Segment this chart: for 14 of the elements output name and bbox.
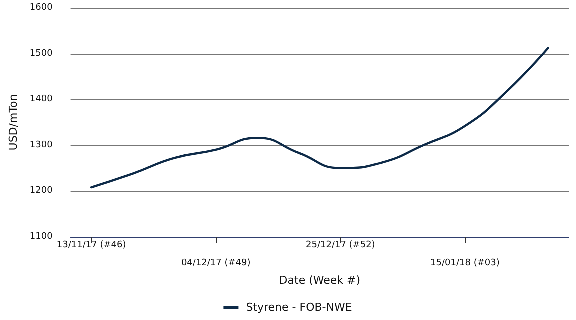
line-series [90, 47, 550, 189]
y-axis-title: USD/mTon [7, 94, 20, 151]
y-tick-label: 1200 [30, 186, 54, 196]
x-axis-title: Date (Week #) [279, 274, 361, 287]
x-tick-label: 15/01/18 (#03) [430, 258, 500, 268]
y-tick-label: 1100 [30, 232, 54, 242]
x-tick-label: 25/12/17 (#52) [306, 240, 376, 250]
y-tick-label: 1500 [30, 48, 54, 59]
y-tick-label: 1300 [30, 140, 54, 150]
y-tick-label: 1400 [30, 94, 54, 105]
x-tick-label: 04/12/17 (#49) [181, 258, 251, 268]
y-tick-label: 1600 [30, 3, 54, 13]
legend-label: Styrene - FOB-NWE [246, 301, 352, 314]
x-tick-label: 13/11/17 (#46) [56, 240, 126, 250]
